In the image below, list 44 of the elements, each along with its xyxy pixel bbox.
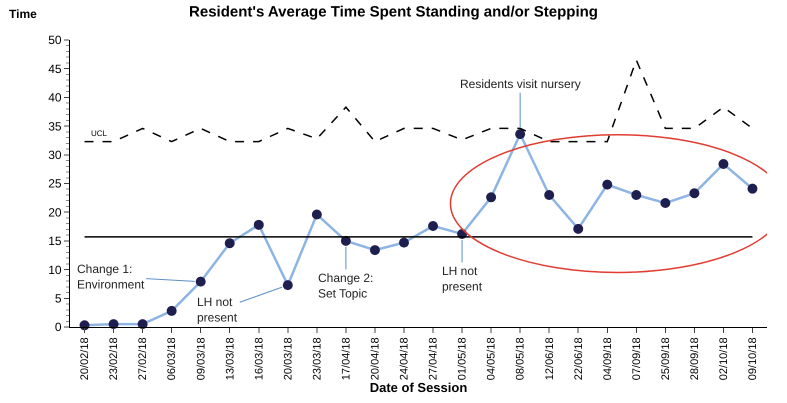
x-tick-label: 20/03/18 — [282, 337, 294, 380]
y-tick-label: 45 — [48, 62, 62, 76]
x-tick-label: 04/05/18 — [486, 337, 498, 380]
x-tick-label: 24/04/18 — [398, 337, 411, 380]
x-tick-label: 09/10/18 — [747, 337, 760, 380]
x-tick-label: 12/06/18 — [544, 337, 556, 380]
x-tick-label: 06/03/18 — [166, 337, 178, 380]
x-tick-label: 22/06/18 — [572, 337, 585, 380]
series-label: UCL — [91, 129, 108, 138]
y-tick-label: 20 — [48, 205, 62, 220]
x-tick-label: 23/03/18 — [311, 337, 324, 380]
x-tick-label: 13/03/18 — [224, 337, 236, 380]
y-tick-label: 10 — [48, 262, 62, 277]
annotation: Change 2: Set Topic — [318, 271, 374, 301]
chart-title: Resident's Average Time Spent Standing and/or Stepping — [189, 4, 598, 21]
annotation: Change 1: Environment — [77, 262, 146, 292]
x-axis-title: Date of Session — [370, 380, 468, 396]
x-tick-label: 16/03/18 — [253, 337, 266, 380]
x-tick-label: 07/09/18 — [630, 337, 643, 380]
y-axis-title: Time — [9, 7, 38, 21]
y-tick-label: 5 — [54, 292, 62, 306]
x-tick-label: 17/04/18 — [340, 337, 352, 380]
y-tick-label: 15 — [48, 234, 62, 248]
x-tick-label: 28/09/18 — [688, 337, 701, 380]
y-tick-label: 40 — [48, 90, 62, 105]
annotation: Residents visit nursery — [460, 77, 581, 91]
y-tick-label: 50 — [48, 33, 62, 48]
y-tick-label: 35 — [48, 119, 62, 134]
annotation: LH not present — [197, 295, 238, 325]
x-tick-label: 25/09/18 — [660, 337, 672, 380]
x-tick-label: 27/02/18 — [137, 337, 150, 380]
annotation: LH not present — [442, 264, 483, 294]
x-tick-label: 01/05/18 — [456, 337, 469, 380]
x-tick-label: 02/10/18 — [718, 337, 730, 380]
x-tick-label: 09/03/18 — [195, 337, 208, 380]
x-tick-label: 20/04/18 — [370, 337, 382, 380]
y-tick-label: 30 — [48, 148, 62, 162]
x-tick-label: 04/09/18 — [602, 337, 614, 380]
x-tick-label: 20/02/18 — [79, 337, 92, 380]
y-tick-label: 25 — [48, 176, 62, 191]
x-tick-label: 27/04/18 — [428, 337, 440, 380]
x-tick-label: 08/05/18 — [514, 337, 527, 380]
x-tick-label: 23/02/18 — [108, 337, 120, 380]
y-tick-label: 0 — [54, 320, 62, 334]
